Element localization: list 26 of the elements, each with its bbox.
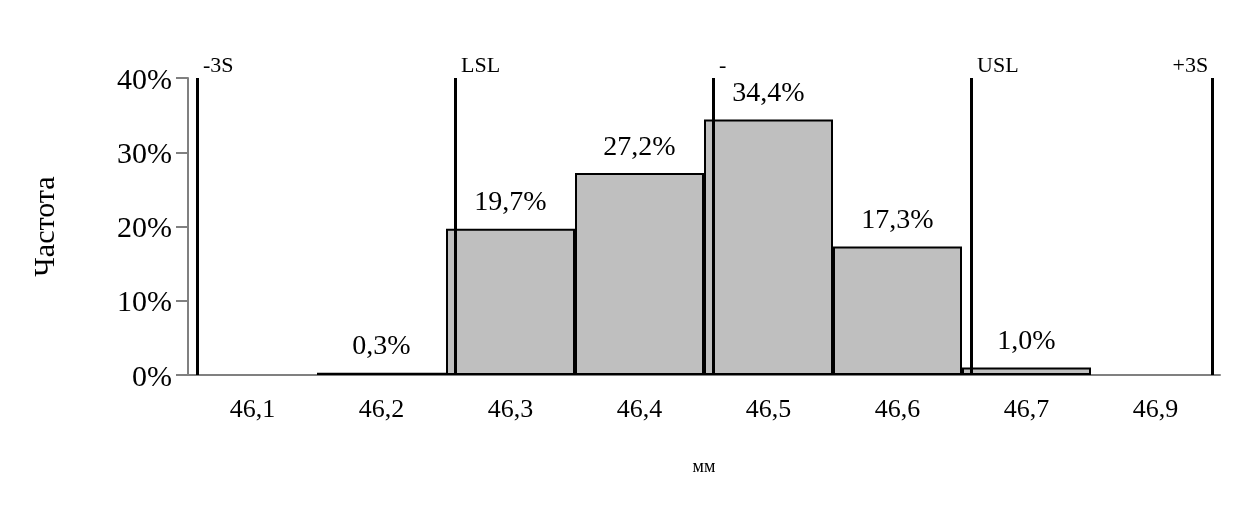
data-label: 1,0% [997, 324, 1056, 356]
y-axis-title: Частота [26, 176, 60, 277]
data-label: 0,3% [352, 329, 411, 361]
y-tick-label: 0% [132, 358, 172, 392]
data-label: 34,4% [732, 76, 805, 108]
ref-line-label: -3S [203, 51, 234, 77]
x-tick-label: 46,9 [1132, 393, 1179, 423]
x-tick-label: 46,3 [487, 393, 534, 423]
y-tick-label: 20% [117, 210, 172, 243]
x-tick-label: 46,6 [874, 393, 921, 423]
x-tick-label: 46,4 [616, 393, 663, 423]
data-label: 17,3% [861, 203, 934, 235]
x-tick-label: 46,5 [745, 393, 792, 423]
ref-line-label: - [719, 51, 727, 77]
ref-line-label: LSL [461, 51, 501, 77]
y-tick-label: 30% [117, 135, 172, 169]
ref-line-label: USL [977, 51, 1019, 77]
x-axis-title: мм [692, 456, 716, 476]
x-tick-label: 46,7 [1003, 393, 1050, 423]
text: +3S [1172, 51, 1209, 77]
x-tick-label: 46,2 [358, 393, 405, 423]
x-tick-label: 46,1 [229, 393, 276, 423]
y-tick-label: 10% [117, 284, 172, 318]
data-label: 19,7% [474, 185, 547, 217]
data-label: 27,2% [603, 129, 676, 161]
y-tick-label: 40% [117, 61, 172, 95]
